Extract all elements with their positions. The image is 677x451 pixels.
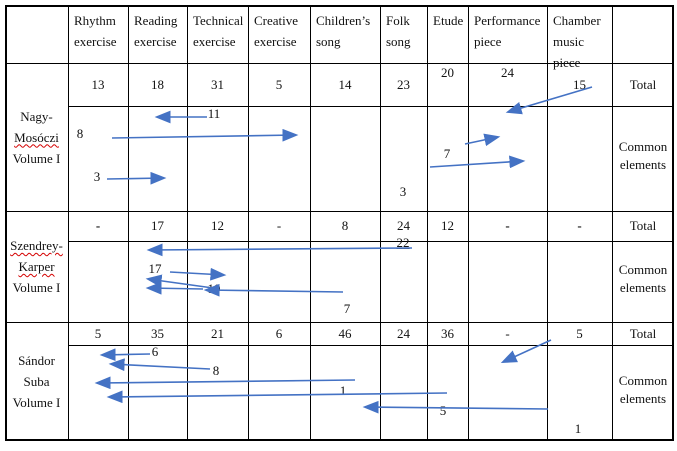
row-border-line bbox=[5, 63, 674, 64]
column-header: Performance piece bbox=[474, 13, 541, 49]
total-value: - bbox=[505, 218, 510, 233]
row-label-line: Nagy- bbox=[20, 108, 53, 124]
common-elements-count: 7 bbox=[443, 146, 451, 161]
column-border-line bbox=[380, 5, 381, 441]
total-value: - bbox=[276, 218, 282, 233]
column-header: Rhythm exercise bbox=[74, 13, 117, 49]
total-value: - bbox=[505, 325, 510, 341]
total-value: 24 bbox=[397, 325, 410, 341]
total-common-divider-line bbox=[68, 345, 674, 346]
common-elements-count: 1 bbox=[574, 421, 582, 436]
total-value: 20 bbox=[441, 65, 454, 80]
column-header: Etude bbox=[433, 13, 464, 28]
common-elements-count: 8 bbox=[212, 363, 220, 378]
total-common-divider-line bbox=[68, 241, 674, 242]
row-label-line: Sándor bbox=[18, 353, 55, 368]
row-label: Szendrey- Karper Volume I bbox=[5, 235, 68, 298]
common-elements-count: 6 bbox=[151, 344, 159, 359]
column-header: Creative exercise bbox=[254, 13, 299, 49]
total-value: 24 bbox=[501, 65, 514, 80]
common-elements-count: 5 bbox=[439, 403, 447, 418]
total-value: 12 bbox=[211, 218, 224, 233]
total-value: 6 bbox=[275, 325, 283, 341]
common-elements-count: 17 bbox=[148, 261, 162, 276]
total-row-label: Total bbox=[629, 325, 657, 341]
column-border-line bbox=[68, 5, 69, 441]
column-header: Technical exercise bbox=[193, 13, 244, 49]
column-border-line bbox=[612, 5, 613, 441]
total-row-label: Total bbox=[629, 218, 657, 233]
total-value: 36 bbox=[441, 325, 454, 341]
total-value: - bbox=[577, 218, 582, 233]
total-value: 5 bbox=[275, 76, 283, 92]
total-value: 5 bbox=[576, 325, 583, 341]
common-elements-count: 1 bbox=[339, 383, 347, 398]
row-border-line bbox=[5, 211, 674, 212]
total-value: - bbox=[95, 218, 101, 233]
column-border-line bbox=[248, 5, 249, 441]
row-label-line: Szendrey- bbox=[10, 238, 63, 253]
total-value: 46 bbox=[338, 325, 352, 341]
common-elements-count: 3 bbox=[93, 169, 101, 184]
row-label-line: Mosóczi bbox=[14, 129, 59, 145]
common-elements-count: 7 bbox=[343, 301, 351, 316]
column-header: Reading exercise bbox=[134, 13, 178, 49]
common-elements-label: Common elements bbox=[618, 138, 668, 172]
total-common-divider-line bbox=[68, 106, 674, 107]
column-header: Children’s song bbox=[316, 13, 371, 49]
common-elements-count: 22 bbox=[396, 235, 410, 250]
table-outer-border bbox=[5, 5, 674, 441]
common-elements-label: Common elements bbox=[618, 261, 668, 295]
total-value: 24 bbox=[397, 218, 410, 233]
total-row-label: Total bbox=[629, 76, 657, 92]
row-label: Sándor Suba Volume I bbox=[5, 350, 68, 413]
total-value: 15 bbox=[573, 76, 586, 92]
row-label-line: Volume I bbox=[12, 150, 61, 166]
column-border-line bbox=[128, 5, 129, 441]
total-value: 35 bbox=[151, 325, 164, 341]
column-border-line bbox=[547, 5, 548, 441]
common-elements-count: 10 bbox=[207, 281, 221, 296]
row-label-line: Volume I bbox=[12, 395, 61, 410]
column-border-line bbox=[427, 5, 428, 441]
total-value: 17 bbox=[151, 218, 164, 233]
row-label-line: Volume I bbox=[12, 280, 61, 295]
column-header: Chamber music piece bbox=[553, 13, 601, 70]
row-label: Nagy- Mosóczi Volume I bbox=[5, 106, 68, 169]
column-header: Folk song bbox=[386, 13, 411, 49]
total-value: 14 bbox=[338, 76, 352, 92]
total-value: 21 bbox=[211, 325, 224, 341]
total-value: 5 bbox=[94, 325, 102, 341]
row-label-line: Karper bbox=[18, 259, 55, 274]
row-label-line: Suba bbox=[23, 374, 50, 389]
common-elements-count: 8 bbox=[76, 126, 84, 141]
total-value: 8 bbox=[341, 218, 349, 233]
total-value: 12 bbox=[441, 218, 454, 233]
total-value: 18 bbox=[151, 76, 164, 92]
column-border-line bbox=[187, 5, 188, 441]
column-border-line bbox=[468, 5, 469, 441]
total-value: 23 bbox=[397, 76, 410, 92]
total-value: 31 bbox=[211, 76, 224, 92]
common-elements-count: 3 bbox=[399, 184, 407, 199]
column-border-line bbox=[310, 5, 311, 441]
common-elements-count: 11 bbox=[207, 106, 221, 121]
row-border-line bbox=[5, 322, 674, 323]
common-elements-label: Common elements bbox=[618, 373, 668, 406]
total-value: 13 bbox=[91, 76, 105, 92]
